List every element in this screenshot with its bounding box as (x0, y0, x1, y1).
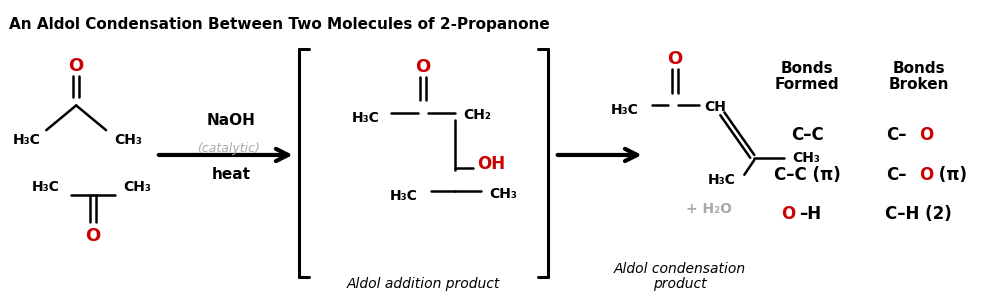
Text: C–: C– (886, 126, 906, 144)
Text: H₃C: H₃C (351, 111, 379, 125)
Text: O: O (918, 126, 934, 144)
Text: NaOH: NaOH (206, 113, 256, 128)
Text: OH: OH (477, 155, 505, 173)
Text: (catalytic): (catalytic) (197, 142, 261, 155)
Text: Aldol addition product: Aldol addition product (346, 277, 500, 291)
Text: O: O (415, 58, 431, 76)
Text: Bonds: Bonds (781, 61, 833, 76)
Text: C–C: C–C (791, 126, 824, 144)
Text: heat: heat (211, 167, 250, 182)
Text: H₃C: H₃C (389, 188, 417, 203)
Text: O: O (86, 227, 101, 245)
Text: CH₃: CH₃ (489, 187, 517, 201)
Text: CH: CH (704, 100, 726, 114)
Text: CH₃: CH₃ (114, 133, 142, 147)
Text: O: O (781, 205, 795, 223)
Text: C–C (π): C–C (π) (774, 166, 841, 184)
Text: C–: C– (886, 166, 906, 184)
Text: CH₃: CH₃ (792, 151, 820, 165)
Text: O: O (918, 166, 934, 184)
Text: Aldol condensation: Aldol condensation (614, 262, 745, 276)
Text: CH₃: CH₃ (123, 180, 151, 194)
Text: H₃C: H₃C (31, 180, 59, 194)
Text: An Aldol Condensation Between Two Molecules of 2-Propanone: An Aldol Condensation Between Two Molecu… (9, 17, 550, 32)
Text: –H: –H (799, 205, 821, 223)
Text: H₃C: H₃C (12, 133, 40, 147)
Text: H₃C: H₃C (611, 103, 639, 117)
Text: (π): (π) (933, 166, 967, 184)
Text: H₃C: H₃C (707, 173, 735, 187)
Text: CH₂: CH₂ (463, 108, 491, 122)
Text: Formed: Formed (775, 77, 839, 92)
Text: O: O (68, 57, 83, 75)
Text: + H₂O: + H₂O (686, 202, 732, 217)
Text: Broken: Broken (888, 77, 949, 92)
Text: O: O (667, 50, 682, 68)
Text: C–H (2): C–H (2) (885, 205, 953, 223)
Text: Bonds: Bonds (892, 61, 946, 76)
Text: product: product (653, 277, 706, 291)
